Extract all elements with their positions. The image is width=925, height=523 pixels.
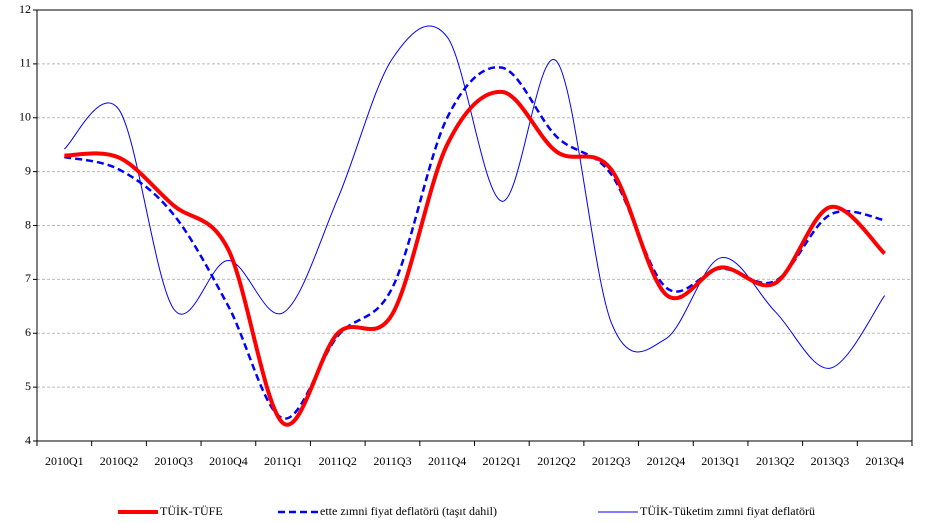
series-line (64, 66, 885, 420)
x-tick-label: 2011Q2 (319, 454, 357, 468)
y-tick-label: 6 (25, 325, 31, 339)
x-tick-label: 2011Q4 (428, 454, 466, 468)
x-tick-label: 2012Q3 (592, 454, 631, 468)
x-tick-label: 2012Q4 (647, 454, 686, 468)
y-tick-label: 11 (19, 56, 31, 70)
y-tick-label: 10 (19, 110, 31, 124)
legend-label: TÜİK-TÜFE (160, 504, 223, 518)
series-line (64, 89, 887, 427)
y-tick-label: 4 (25, 433, 31, 447)
x-tick-label: 2011Q3 (373, 454, 411, 468)
y-tick-label: 8 (25, 217, 31, 231)
x-tick-label: 2013Q2 (756, 454, 795, 468)
x-tick-label: 2013Q3 (811, 454, 850, 468)
y-tick-label: 12 (19, 2, 31, 16)
x-tick-label: 2011Q1 (264, 454, 302, 468)
y-tick-label: 7 (25, 271, 31, 285)
legend-label: TÜİK-Tüketim zımni fiyat deflatörü (640, 504, 815, 518)
x-tick-label: 2012Q2 (537, 454, 576, 468)
x-tick-label: 2013Q4 (865, 454, 904, 468)
legend-label: ette zımni fiyat deflatörü (taşıt dahil) (320, 504, 497, 518)
x-tick-label: 2010Q3 (154, 454, 193, 468)
x-tick-label: 2012Q1 (483, 454, 522, 468)
x-tick-label: 2010Q4 (209, 454, 248, 468)
y-tick-label: 9 (25, 163, 31, 177)
x-tick-label: 2010Q2 (100, 454, 139, 468)
y-tick-label: 5 (25, 379, 31, 393)
x-tick-label: 2010Q1 (45, 454, 84, 468)
series-line (64, 25, 886, 369)
x-tick-label: 2013Q1 (701, 454, 740, 468)
